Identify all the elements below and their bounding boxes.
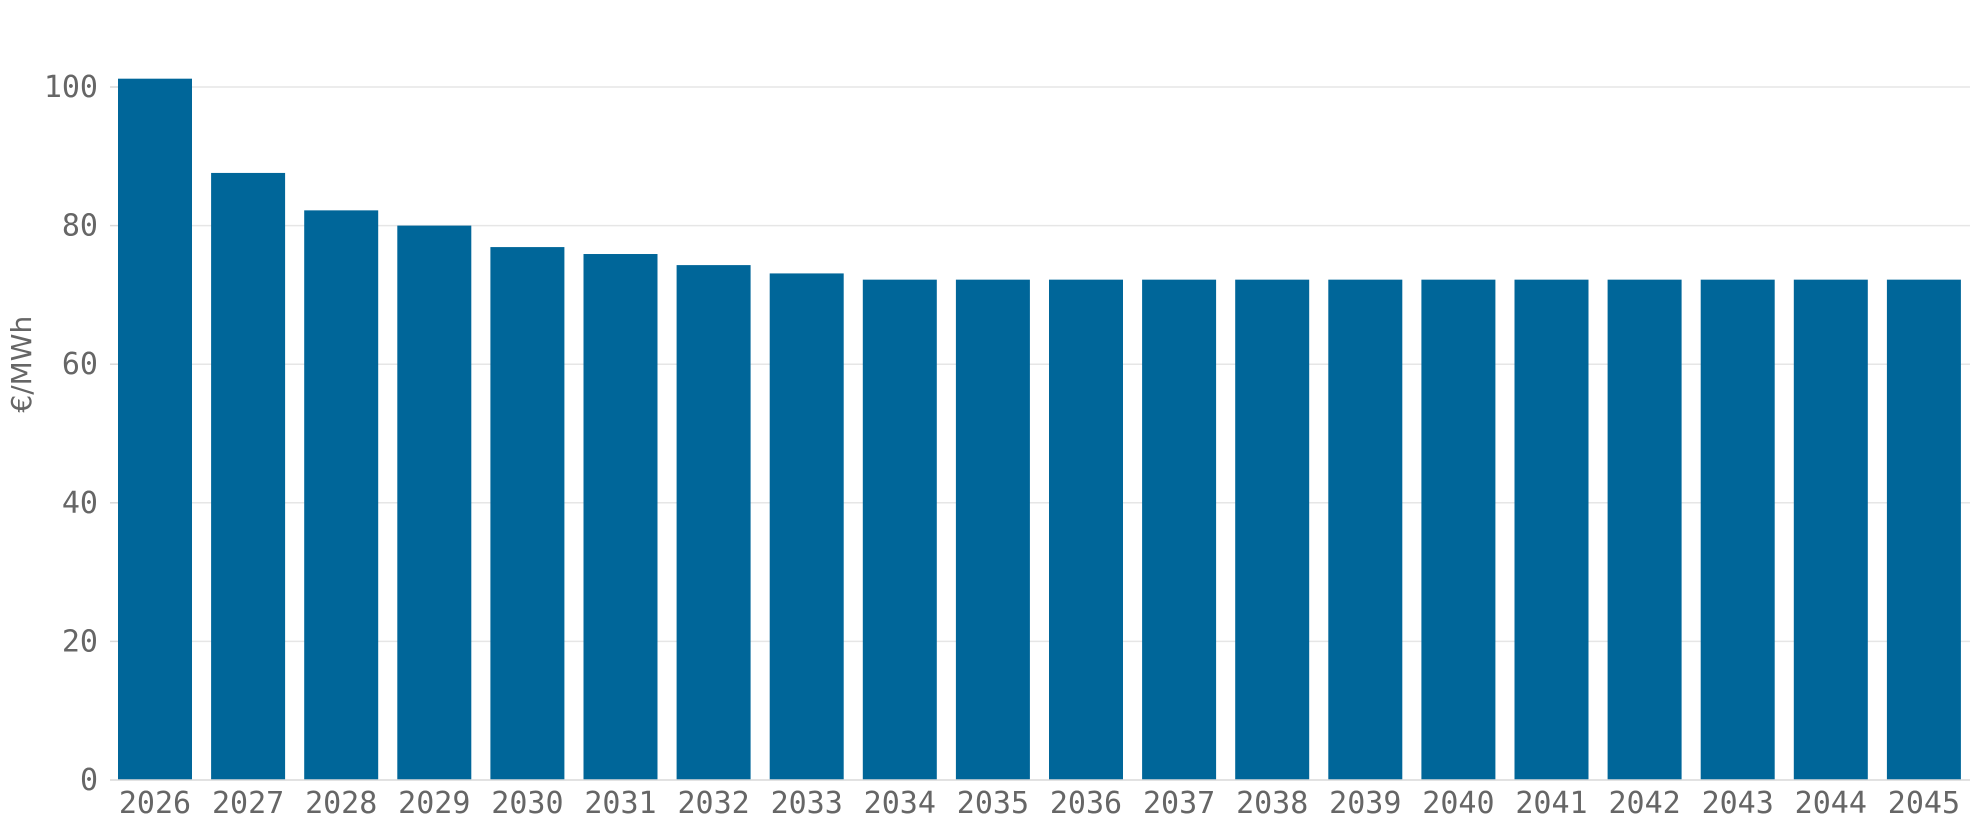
- x-tick-label: 2026: [119, 786, 191, 821]
- gridlines: [118, 86, 1970, 643]
- bar-2029: [397, 225, 472, 781]
- x-tick-label: 2032: [677, 786, 749, 821]
- bar-2031: [583, 254, 658, 780]
- x-tick-label: 2044: [1795, 786, 1867, 821]
- y-tick-label: 100: [44, 70, 98, 105]
- x-tick-label: 2028: [305, 786, 377, 821]
- x-tick-label: 2027: [212, 786, 284, 821]
- bar-2044: [1793, 279, 1868, 780]
- bar-2045: [1886, 279, 1961, 780]
- bar-2043: [1700, 279, 1775, 780]
- y-tick-label: 40: [62, 486, 98, 521]
- bar-2042: [1607, 279, 1682, 780]
- x-tick-label: 2030: [491, 786, 563, 821]
- x-tick-label: 2031: [584, 786, 656, 821]
- x-tick-label: 2035: [957, 786, 1029, 821]
- bar-2027: [211, 172, 286, 780]
- y-tick-label: 0: [80, 763, 98, 798]
- bar-2030: [490, 247, 565, 780]
- x-tick-label: 2045: [1888, 786, 1960, 821]
- bar-2038: [1235, 279, 1310, 780]
- x-tick-label: 2036: [1050, 786, 1122, 821]
- bar-2035: [955, 279, 1030, 780]
- x-tick-label: 2029: [398, 786, 470, 821]
- x-tick-label: 2037: [1143, 786, 1215, 821]
- y-tick-label: 80: [62, 209, 98, 244]
- y-tick-label: 60: [62, 347, 98, 382]
- x-tick-label: 2034: [864, 786, 936, 821]
- bar-2039: [1328, 279, 1403, 780]
- bar-2037: [1142, 279, 1217, 780]
- y-axis-title: €/MWh: [5, 316, 38, 413]
- bars: [118, 78, 1961, 781]
- x-tick-label: 2039: [1329, 786, 1401, 821]
- x-tick-label: 2040: [1422, 786, 1494, 821]
- bar-2026: [118, 78, 192, 780]
- bar-2034: [862, 279, 937, 780]
- x-tick-label: 2042: [1608, 786, 1680, 821]
- bar-2028: [304, 210, 379, 780]
- bar-2032: [676, 265, 751, 780]
- y-tick-label: 20: [62, 624, 98, 659]
- bar-2033: [769, 273, 844, 780]
- x-tick-label: 2038: [1236, 786, 1308, 821]
- x-tick-label: 2043: [1702, 786, 1774, 821]
- x-tick-label: 2033: [771, 786, 843, 821]
- x-tick-label: 2041: [1515, 786, 1587, 821]
- bar-2040: [1421, 279, 1496, 780]
- bar-2036: [1049, 279, 1123, 780]
- bar-2041: [1514, 279, 1589, 780]
